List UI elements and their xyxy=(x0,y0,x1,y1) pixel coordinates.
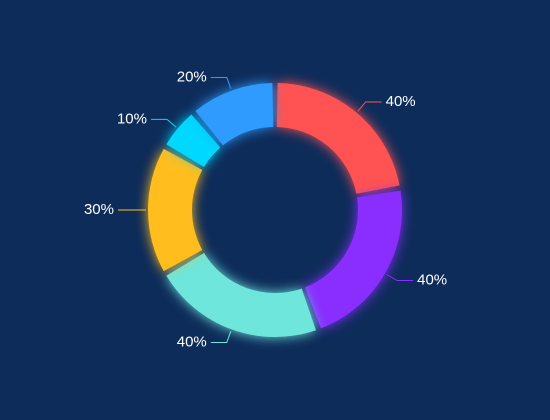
data-label: 40% xyxy=(417,271,447,288)
data-label: 10% xyxy=(117,110,147,127)
donut-segment xyxy=(305,190,403,329)
donut-segment xyxy=(276,83,400,194)
donut-segment xyxy=(148,148,203,272)
leader-line xyxy=(150,118,177,128)
donut-segment xyxy=(195,83,274,146)
leader-line xyxy=(210,77,232,89)
leader-line xyxy=(386,274,414,281)
data-label: 20% xyxy=(177,68,207,85)
leader-line xyxy=(210,331,232,343)
donut-segment xyxy=(166,114,221,168)
data-label: 40% xyxy=(386,93,416,110)
leader-line xyxy=(357,101,382,112)
donut-segment xyxy=(166,252,316,337)
data-label: 30% xyxy=(84,201,114,218)
data-label: 40% xyxy=(177,333,207,350)
